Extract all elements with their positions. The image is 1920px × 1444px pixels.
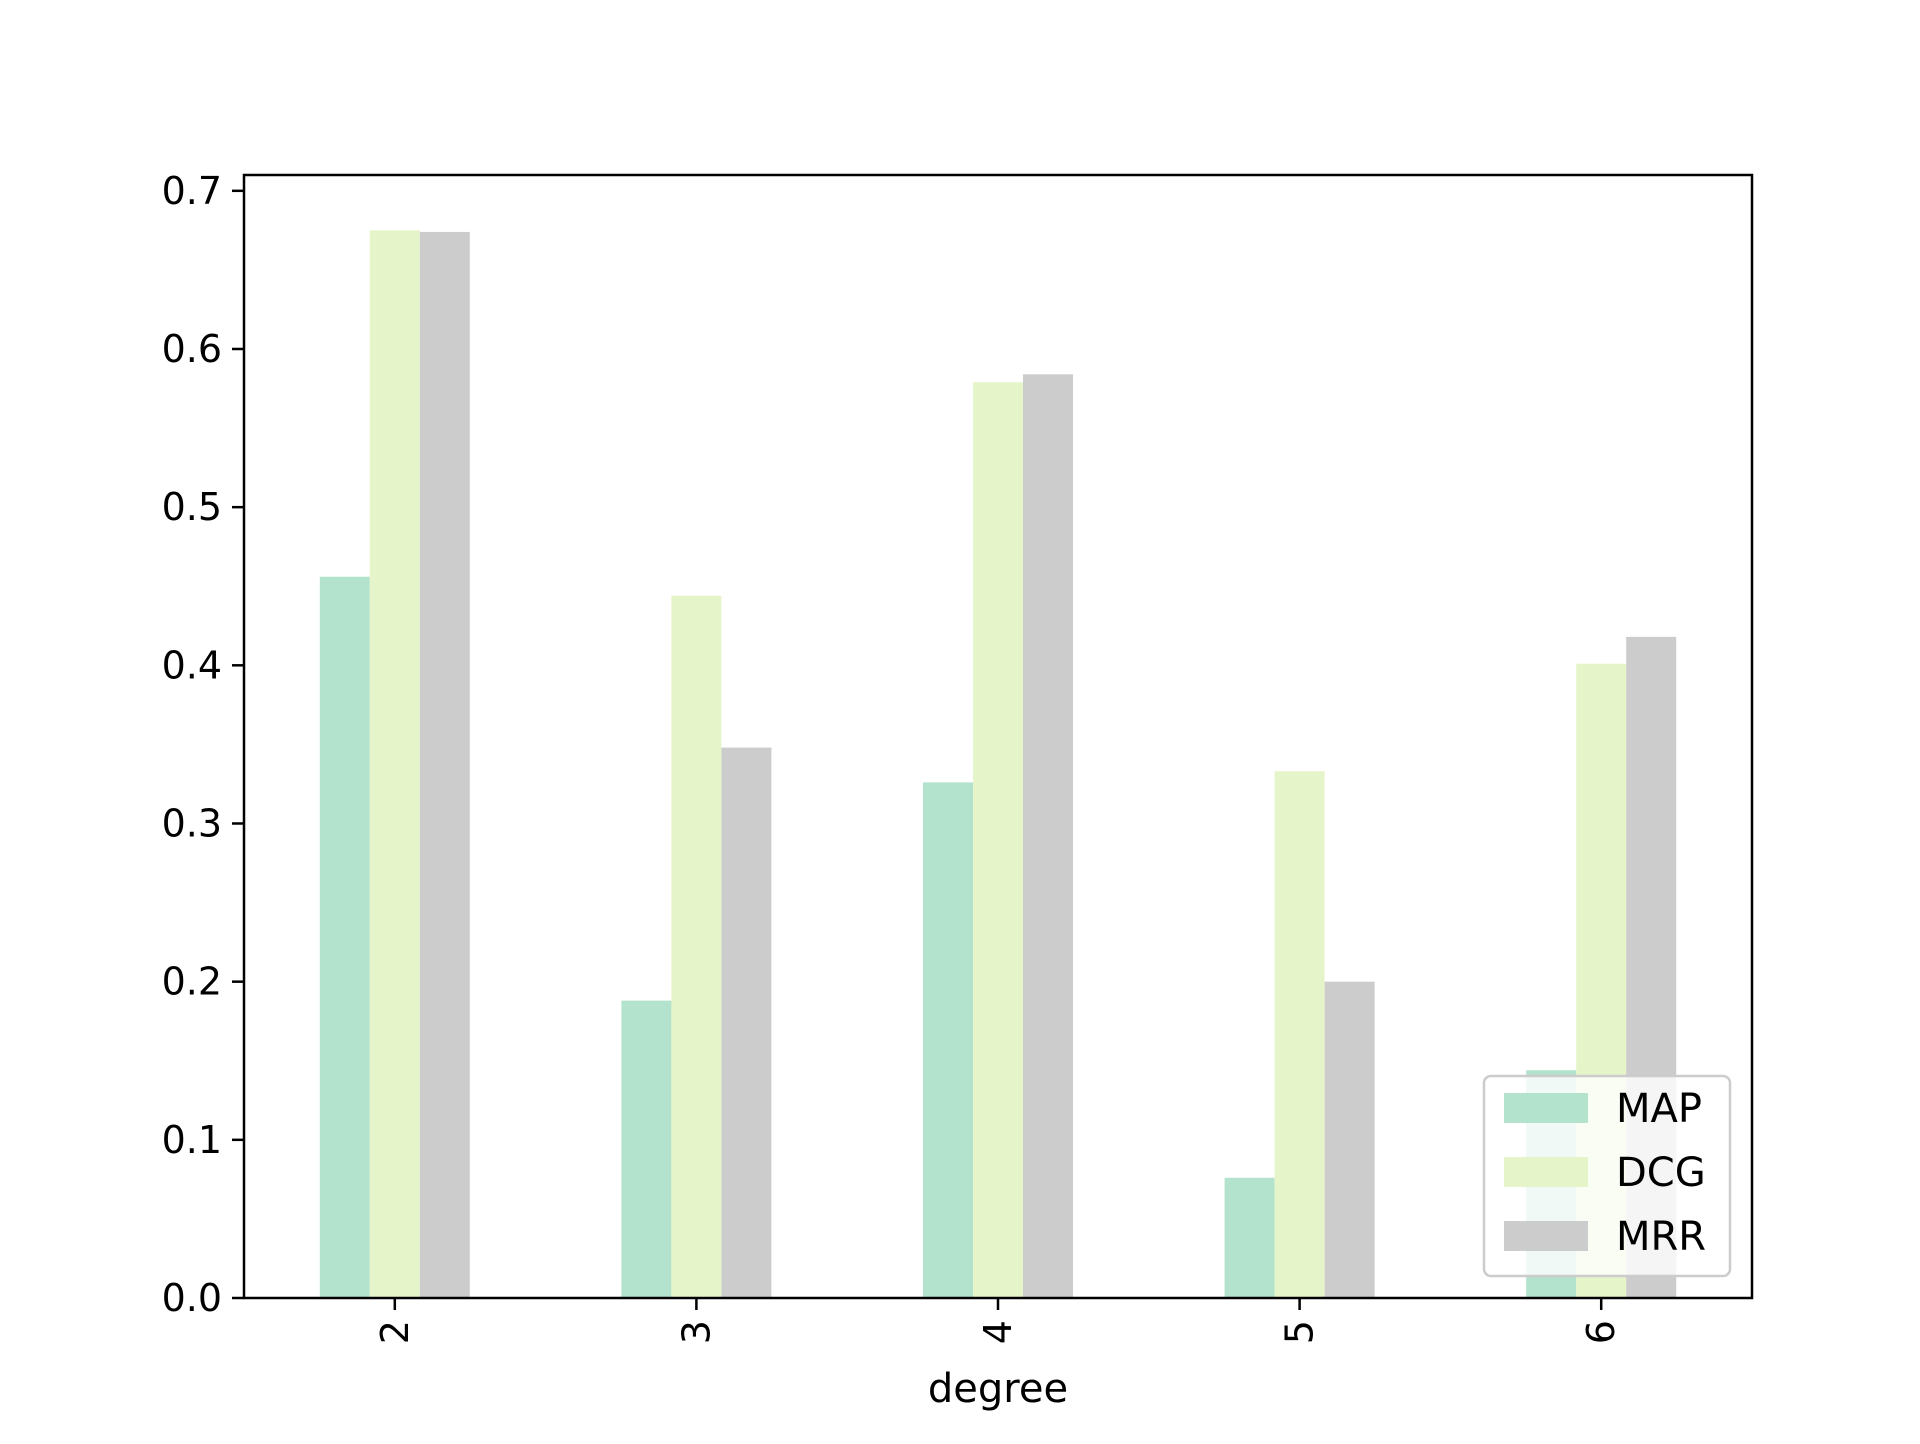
x-tick-label: 5: [1278, 1320, 1322, 1344]
legend-swatch-mrr: [1504, 1221, 1588, 1251]
y-tick-label: 0.0: [162, 1276, 222, 1320]
x-tick-label: 4: [976, 1320, 1020, 1344]
y-tick-label: 0.7: [162, 169, 222, 213]
y-tick-label: 0.5: [162, 485, 222, 529]
legend-swatch-dcg: [1504, 1157, 1588, 1187]
bar-dcg-3: [671, 595, 722, 1298]
bar-mrr-4: [1023, 374, 1073, 1298]
legend-label-mrr: MRR: [1616, 1214, 1706, 1260]
y-tick-label: 0.3: [162, 801, 222, 845]
y-tick-label: 0.4: [162, 643, 222, 687]
bar-map-4: [923, 782, 973, 1298]
legend: MAP DCG MRR: [1482, 1074, 1732, 1278]
bar-mrr-2: [419, 231, 470, 1299]
legend-swatch-map: [1504, 1093, 1588, 1123]
bars-layer: [319, 230, 1677, 1299]
legend-label-map: MAP: [1616, 1086, 1702, 1132]
x-tick-label: 6: [1579, 1320, 1623, 1344]
x-tick-label: 2: [373, 1320, 417, 1344]
y-tick-label: 0.6: [162, 327, 222, 371]
bar-dcg-5: [1274, 771, 1325, 1298]
bar-dcg-4: [973, 382, 1023, 1298]
bar-map-2: [319, 576, 370, 1298]
y-axis: 0.0 0.1 0.2 0.3 0.4 0.5 0.6 0.7: [162, 169, 244, 1320]
x-tick-label: 3: [674, 1320, 718, 1344]
y-tick-label: 0.2: [162, 960, 222, 1004]
bar-map-3: [621, 1000, 672, 1298]
bar-map-5: [1224, 1177, 1275, 1298]
bar-dcg-2: [369, 230, 420, 1299]
y-tick-label: 0.1: [162, 1118, 222, 1162]
x-axis: 2 3 4 5 6: [373, 1298, 1623, 1344]
bar-mrr-5: [1324, 981, 1375, 1298]
legend-label-dcg: DCG: [1616, 1150, 1706, 1196]
bar-mrr-3: [721, 747, 772, 1298]
x-axis-label: degree: [928, 1366, 1068, 1412]
